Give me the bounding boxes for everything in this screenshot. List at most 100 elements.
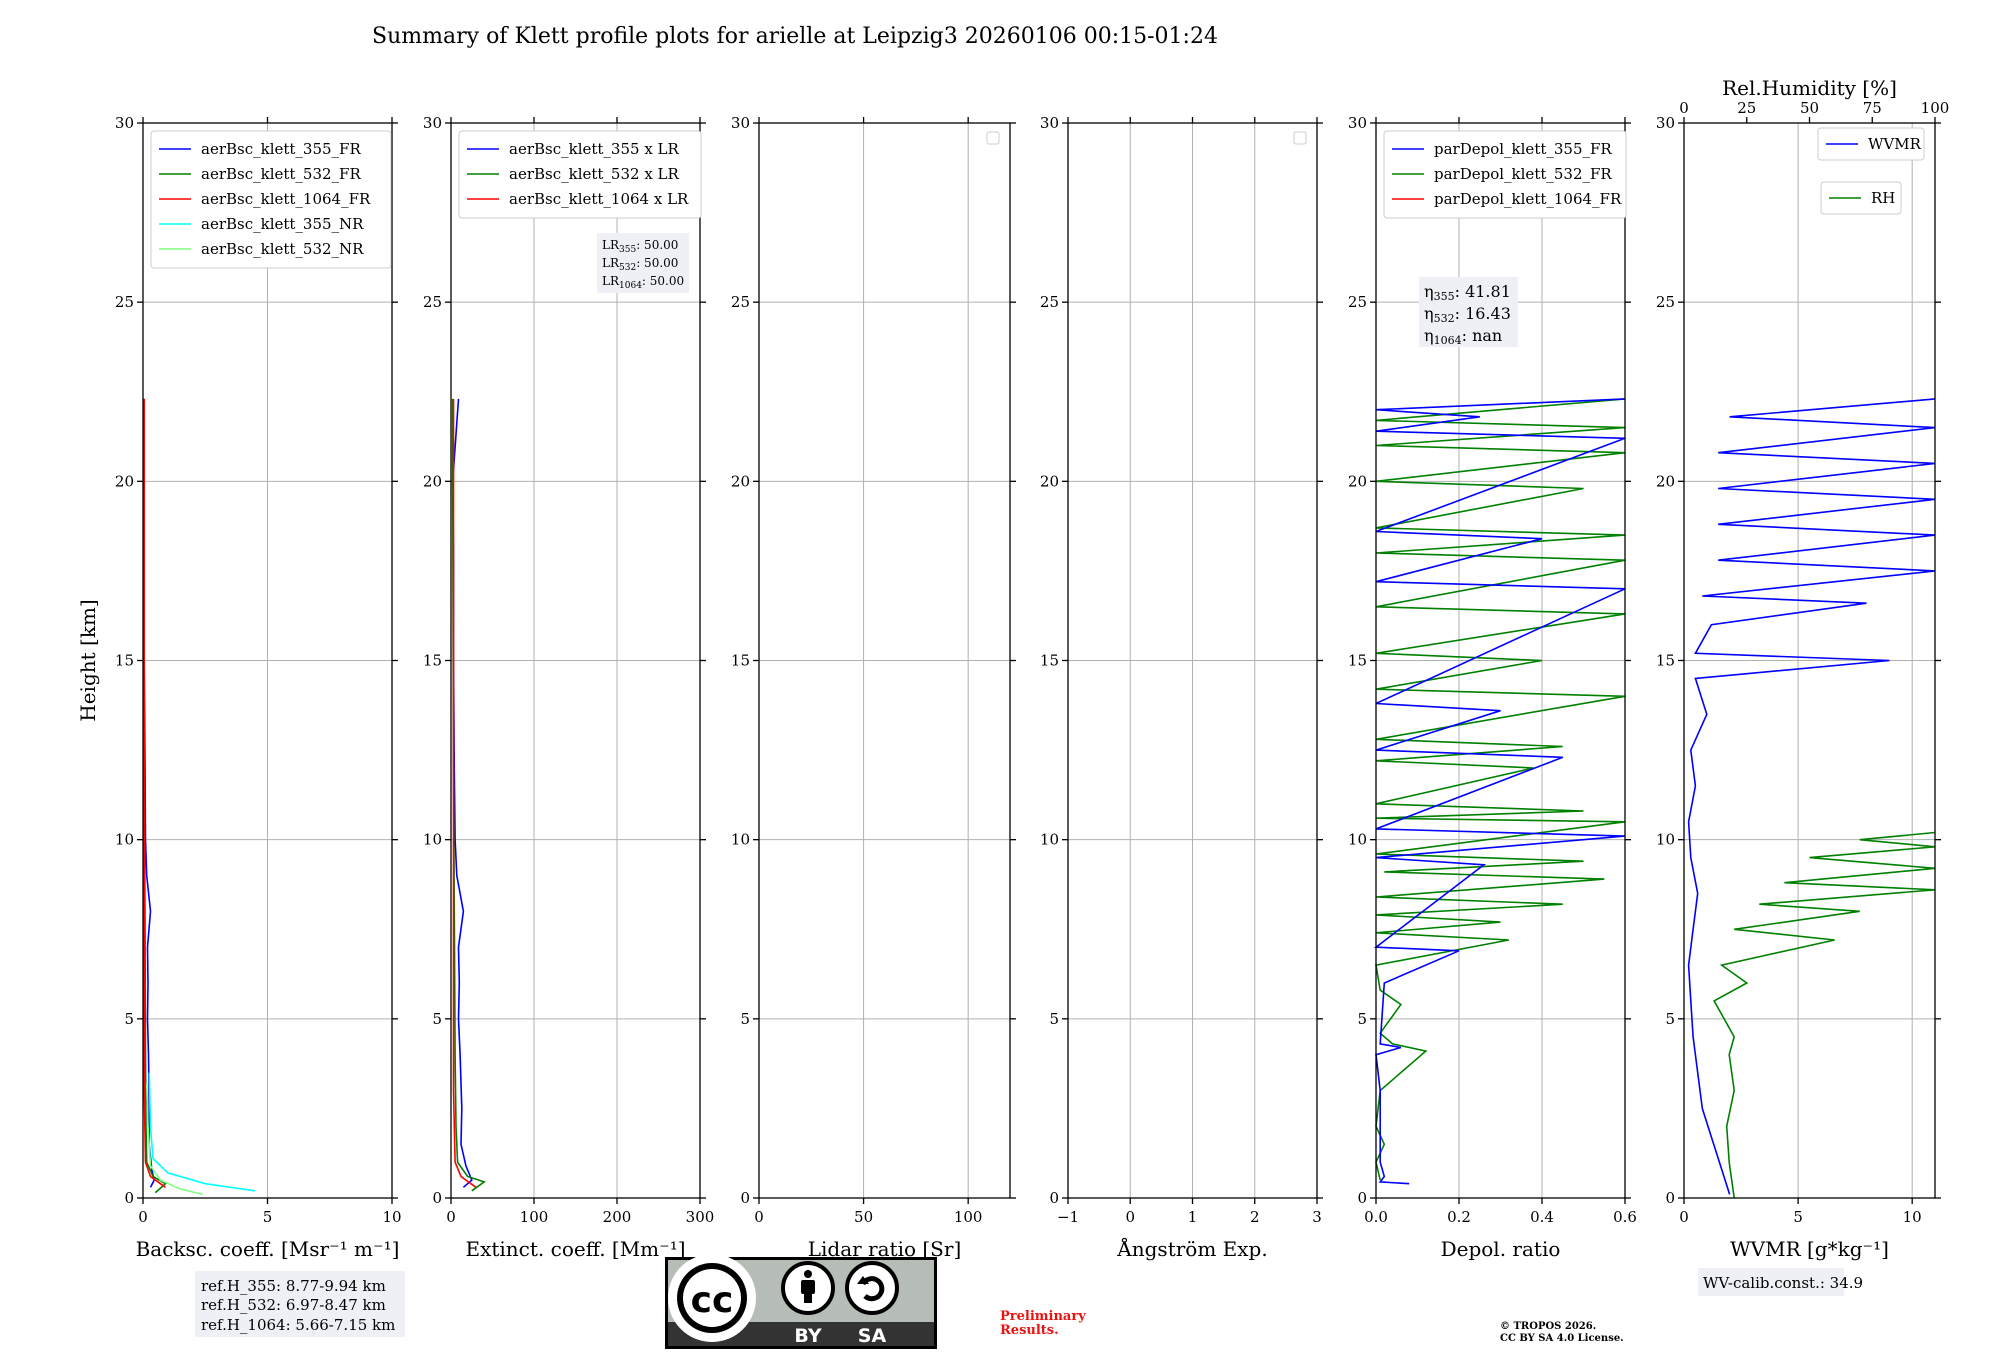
ytick-label: 25 <box>1348 293 1367 311</box>
ytick-label: 30 <box>1656 114 1675 132</box>
xtick-label: 0.6 <box>1613 1208 1637 1226</box>
copyright-line2: CC BY SA 4.0 License. <box>1500 1333 1624 1344</box>
xtick-label: 2 <box>1250 1208 1260 1226</box>
annotation-line: η1064: nan <box>1424 326 1502 347</box>
legend-label: aerBsc_klett_532 x LR <box>509 165 680 183</box>
ytick-label: 5 <box>124 1010 134 1028</box>
legend-label: aerBsc_klett_532_NR <box>201 240 364 258</box>
ytick-label: 20 <box>1348 472 1367 490</box>
xtick-label: 0 <box>138 1208 148 1226</box>
ytick-label: 25 <box>115 293 134 311</box>
legend-label: aerBsc_klett_355_FR <box>201 140 361 158</box>
annotation-line: η532: 16.43 <box>1424 304 1511 325</box>
xtick-label: 0 <box>446 1208 456 1226</box>
x-axis-label: Backsc. coeff. [Msr⁻¹ m⁻¹] <box>136 1237 400 1261</box>
cc-text: cc <box>691 1280 734 1321</box>
xtick-top-label: 75 <box>1863 99 1882 117</box>
annotation-line: η355: 41.81 <box>1424 282 1511 303</box>
series-line-WVMR <box>1687 398 1936 1195</box>
series-line-aerBsc_klett_355_NR <box>148 1072 256 1192</box>
series-line-aerBsc_klett_532_FR <box>142 398 167 1194</box>
xtick-label: 5 <box>263 1208 273 1226</box>
legend-label: aerBsc_klett_532_FR <box>201 165 361 183</box>
legend-label: aerBsc_klett_355_NR <box>201 215 364 233</box>
xtick-label: 0 <box>1125 1208 1135 1226</box>
ytick-label: 25 <box>731 293 750 311</box>
cc-by-sa-badge[interactable]: cc BY SA <box>665 1254 937 1349</box>
series-line-parDepol_klett_532_FR <box>1375 398 1626 1181</box>
ytick-label: 0 <box>124 1189 134 1207</box>
ytick-label: 30 <box>1040 114 1059 132</box>
xtick-label: 1 <box>1188 1208 1198 1226</box>
ytick-label: 20 <box>423 472 442 490</box>
series-line-parDepol_klett_355_FR <box>1373 398 1626 1185</box>
xtick-label: 0 <box>754 1208 764 1226</box>
ytick-label: 0 <box>432 1189 442 1207</box>
ref-height-1064: ref.H_1064: 5.66-7.15 km <box>201 1316 395 1334</box>
by-label: BY <box>794 1325 821 1347</box>
ytick-label: 15 <box>731 652 750 670</box>
ytick-label: 0 <box>1357 1189 1367 1207</box>
empty-legend-box <box>1293 131 1307 145</box>
ytick-label: 10 <box>731 831 750 849</box>
xtick-label: 100 <box>954 1208 983 1226</box>
xtick-top-label: 0 <box>1679 99 1689 117</box>
ytick-label: 15 <box>1348 652 1367 670</box>
legend-label: aerBsc_klett_1064 x LR <box>509 190 689 208</box>
ref-height-532: ref.H_532: 6.97-8.47 km <box>201 1296 386 1314</box>
x-axis-top-label: Rel.Humidity [%] <box>1722 76 1897 100</box>
x-axis-label: Extinct. coeff. [Mm⁻¹] <box>465 1237 685 1261</box>
ytick-label: 10 <box>1348 831 1367 849</box>
wv-calib-label: WV-calib.const.: 34.9 <box>1703 1274 1863 1292</box>
ytick-label: 15 <box>1656 652 1675 670</box>
ytick-label: 10 <box>1656 831 1675 849</box>
y-axis-label: Height [km] <box>76 599 100 721</box>
xtick-label: 5 <box>1793 1208 1803 1226</box>
panel-depol: 0 5 10 15 20 25 30 0.0 0.2 0.4 0.6 Depol. ratio parD… <box>1348 114 1637 1261</box>
x-axis-label: Depol. ratio <box>1441 1237 1561 1261</box>
ytick-label: 0 <box>1665 1189 1675 1207</box>
ytick-label: 20 <box>1656 472 1675 490</box>
ytick-label: 5 <box>1665 1010 1675 1028</box>
x-axis-label: Ångström Exp. <box>1116 1236 1267 1261</box>
legend-label: parDepol_klett_355_FR <box>1434 140 1612 158</box>
xtick-top-label: 100 <box>1921 99 1950 117</box>
ytick-label: 10 <box>1040 831 1059 849</box>
xtick-top-label: 25 <box>1737 99 1756 117</box>
legend-label: aerBsc_klett_355 x LR <box>509 140 680 158</box>
preliminary-line2: Results. <box>1000 1323 1059 1338</box>
sa-label: SA <box>858 1325 887 1347</box>
ytick-label: 5 <box>1357 1010 1367 1028</box>
ytick-label: 25 <box>1656 293 1675 311</box>
ytick-label: 15 <box>423 652 442 670</box>
legend-label: WVMR <box>1868 135 1922 153</box>
xtick-label: 0.2 <box>1447 1208 1471 1226</box>
xtick-label: 10 <box>1903 1208 1922 1226</box>
ytick-label: 30 <box>423 114 442 132</box>
ytick-label: 15 <box>1040 652 1059 670</box>
ref-height-355: ref.H_355: 8.77-9.94 km <box>201 1277 386 1295</box>
xtick-label: 300 <box>686 1208 715 1226</box>
ytick-label: 15 <box>115 652 134 670</box>
legend-label: RH <box>1871 189 1895 207</box>
legend-box: aerBsc_klett_355_FR aerBsc_klett_532_FRae… <box>150 130 392 269</box>
series-line-RH <box>1713 831 1936 1199</box>
ytick-label: 30 <box>115 114 134 132</box>
xtick-label: 50 <box>854 1208 873 1226</box>
xtick-label: −1 <box>1057 1208 1079 1226</box>
xtick-label: 0.4 <box>1530 1208 1554 1226</box>
series-line-aerBsc_klett_1064 x LR <box>452 398 477 1188</box>
ytick-label: 0 <box>740 1189 750 1207</box>
share-alike-icon <box>845 1261 899 1315</box>
legend-label: aerBsc_klett_1064_FR <box>201 190 371 208</box>
xtick-label: 0.0 <box>1364 1208 1388 1226</box>
xtick-top-label: 50 <box>1800 99 1819 117</box>
xtick-label: 3 <box>1312 1208 1322 1226</box>
legend-label: parDepol_klett_532_FR <box>1434 165 1612 183</box>
ytick-label: 5 <box>1049 1010 1059 1028</box>
